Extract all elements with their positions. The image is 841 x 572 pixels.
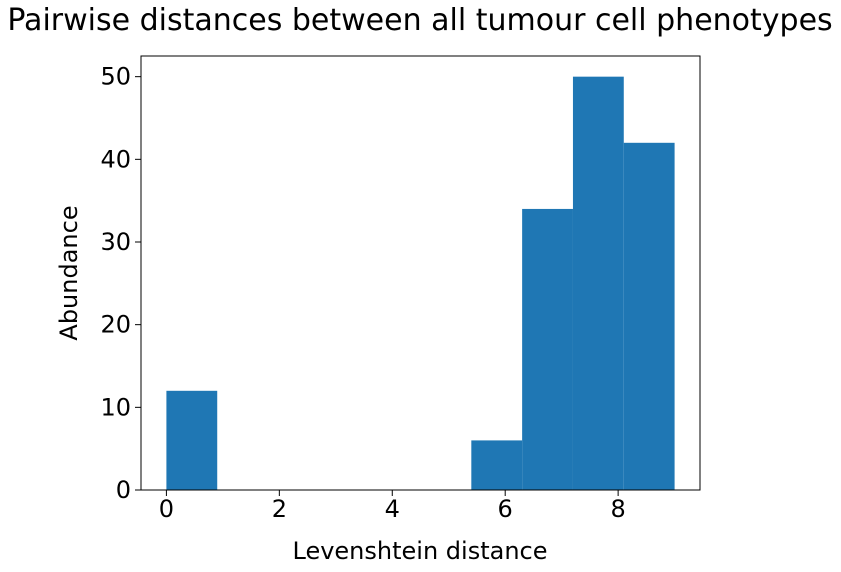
x-tick-label: 4 (385, 495, 400, 523)
x-axis-label: Levenshtein distance (293, 537, 548, 565)
x-tick-label: 0 (159, 495, 174, 523)
y-tick-label: 40 (100, 145, 131, 173)
histogram-bar-9 (623, 142, 675, 491)
chart-title: Pairwise distances between all tumour ce… (7, 3, 832, 38)
x-tick-label: 6 (498, 495, 513, 523)
histogram-bar-7 (522, 208, 573, 490)
y-tick-label: 20 (100, 311, 131, 339)
x-tick-label: 2 (272, 495, 287, 523)
histogram-bar-6 (471, 440, 523, 490)
histogram-bar-0 (166, 390, 218, 490)
y-tick-label: 50 (100, 63, 131, 91)
plot-frame (140, 55, 701, 491)
histogram-bar-8 (572, 76, 624, 491)
y-tick-label: 0 (116, 476, 131, 504)
x-tick-label: 8 (610, 495, 625, 523)
y-axis-label: Abundance (55, 205, 83, 340)
y-tick-label: 10 (100, 393, 131, 421)
y-tick-label: 30 (100, 228, 131, 256)
